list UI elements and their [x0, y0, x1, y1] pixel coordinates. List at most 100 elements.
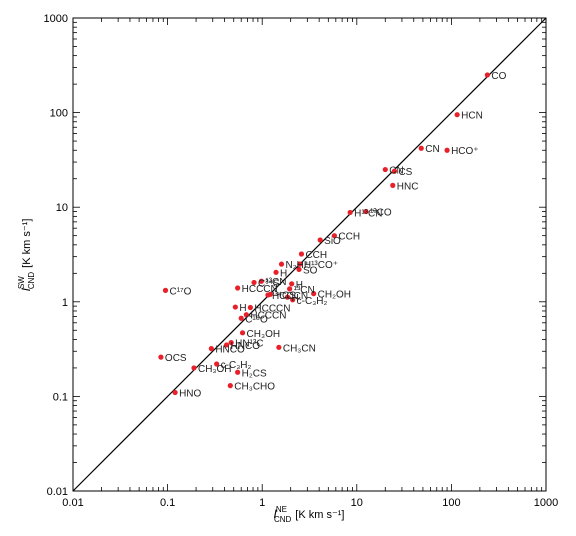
data-point	[298, 251, 305, 257]
data-point	[297, 261, 303, 267]
data-point-label: HN¹³C	[235, 339, 263, 350]
axis-ticks	[72, 17, 547, 492]
data-point	[290, 297, 296, 303]
data-point-label: CH₃CN	[283, 343, 316, 354]
data-point	[267, 291, 273, 297]
data-point-label: H₂CS	[242, 368, 267, 379]
data-point	[247, 304, 253, 311]
data-point-label: CCH	[305, 250, 327, 261]
x-tick-label: 1	[259, 497, 265, 509]
x-axis-title-sup: NE	[276, 505, 287, 514]
data-point-label: HNO	[179, 388, 201, 399]
y-axis-title-sup: SW	[17, 276, 26, 289]
y-tick-label: 0.1	[53, 391, 68, 403]
x-axis-title-main: I	[273, 507, 277, 521]
y-axis-title: ISWCND [K km s⁻¹]	[17, 219, 36, 292]
data-point-label: H	[296, 280, 303, 291]
data-point	[208, 346, 214, 352]
data-point-label: HCCCN	[254, 304, 290, 315]
x-tick-label: 10	[351, 497, 363, 509]
data-point	[243, 312, 249, 318]
data-point-label: CH₂OH	[318, 290, 351, 301]
data-point-label: C¹⁸O	[245, 314, 268, 325]
data-point-label: ¹³CN	[265, 277, 286, 288]
x-tick-label: 100	[442, 497, 460, 509]
data-points	[158, 72, 490, 396]
data-point-label: H¹³CN	[354, 208, 382, 219]
data-point	[289, 281, 295, 287]
data-point	[382, 166, 388, 173]
data-point-label: N₂H⁺	[286, 260, 310, 271]
data-point	[276, 344, 282, 350]
data-point	[273, 269, 279, 275]
x-axis-title: INE CND [K km s⁻¹]	[273, 505, 344, 524]
data-point-label: HNC	[397, 181, 419, 192]
data-point-label: C¹⁷O	[169, 286, 191, 297]
data-point	[191, 365, 197, 371]
data-point	[162, 287, 169, 293]
data-point	[317, 237, 323, 243]
data-point	[391, 168, 398, 174]
data-point-label: HCCCN	[272, 291, 308, 302]
data-point-label: SO	[303, 265, 318, 276]
data-point	[223, 342, 230, 348]
data-point-label: ¹³CO	[370, 208, 392, 219]
y-tick-label: 100	[50, 108, 68, 120]
x-axis-title-sub: CND	[274, 515, 292, 524]
data-point	[235, 285, 241, 291]
data-point-label: H¹³CO⁺	[304, 260, 338, 271]
data-point-label: HNCO	[231, 341, 261, 352]
data-point	[454, 112, 460, 118]
axis-tick-labels: 0.01 0.1 1 10 100 1000 0.01 0.1 1 10 100 1000	[44, 13, 559, 509]
data-point	[235, 369, 241, 375]
data-point	[331, 233, 338, 239]
data-point	[238, 315, 244, 321]
data-point	[239, 330, 246, 336]
data-point	[296, 266, 302, 273]
data-point	[284, 294, 291, 300]
data-point-label: C³⁴S	[258, 278, 280, 289]
data-point-label: CH₃OH	[247, 329, 281, 340]
data-point-label: CO	[491, 71, 506, 82]
y-axis-title-sub: CND	[27, 272, 36, 290]
data-point-label: c-C₃H₂	[297, 296, 328, 307]
data-point	[232, 304, 238, 310]
data-point-label: ³⁴CS	[274, 290, 296, 301]
data-point	[287, 286, 293, 292]
y-tick-label: 1000	[44, 13, 68, 25]
x-axis-title-unit: [K km s⁻¹]	[295, 509, 344, 521]
data-point	[158, 354, 164, 360]
data-point	[227, 383, 233, 389]
data-point	[363, 208, 369, 215]
y-axis-title-main: I	[19, 287, 33, 291]
data-point-label: CH₃CHO	[234, 382, 275, 393]
data-point	[258, 278, 264, 284]
x-tick-label: 0.1	[160, 497, 175, 509]
data-point	[311, 291, 317, 297]
data-point-label: H	[239, 303, 246, 314]
data-point	[484, 72, 490, 78]
data-point-label: HCN	[461, 111, 483, 122]
x-tick-label: 0.01	[62, 497, 83, 509]
data-point-label: CN	[425, 144, 439, 155]
data-point	[418, 145, 424, 151]
data-point-label: H	[291, 293, 298, 304]
data-point-label: H	[280, 268, 287, 279]
data-point-label: HNCO	[215, 345, 245, 356]
reference-line-y-equals-x	[72, 17, 547, 492]
data-point	[278, 261, 285, 267]
data-point-label: CN	[389, 166, 403, 177]
y-tick-label: 0.01	[47, 486, 68, 498]
plot-frame	[72, 17, 547, 492]
y-axis-title-unit: [K km s⁻¹]	[21, 219, 33, 268]
data-point	[172, 389, 178, 396]
data-point	[347, 209, 353, 216]
data-point-label: CCH	[338, 232, 360, 243]
data-point	[214, 361, 220, 367]
data-point-label: CS	[398, 167, 412, 178]
data-point	[228, 340, 234, 346]
data-point-label: HCCCN	[250, 311, 286, 322]
y-tick-label: 1	[62, 297, 68, 309]
data-point-label: ¹³CN	[294, 285, 315, 296]
